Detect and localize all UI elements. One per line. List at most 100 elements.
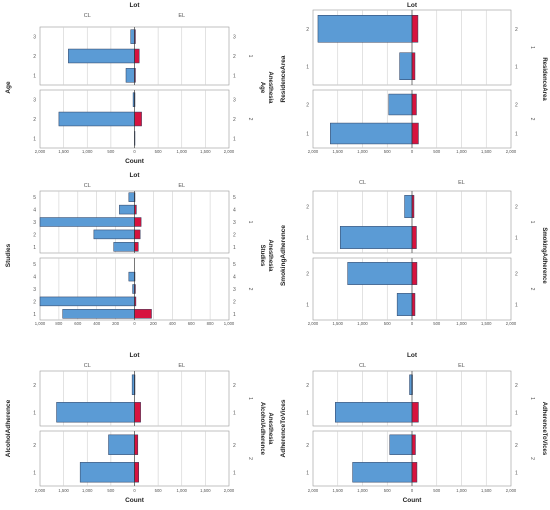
category-tick: 2 — [306, 27, 309, 33]
category-tick: 1 — [306, 470, 309, 476]
category-tick-right: 1 — [233, 312, 236, 318]
chart-title: Lot — [407, 352, 418, 359]
x-tick-label: 2,000 — [224, 488, 235, 493]
x-tick-label: 600 — [74, 321, 82, 326]
category-tick: 5 — [33, 195, 36, 201]
x-tick-label: 0 — [133, 321, 136, 326]
bar-cl-1-4 — [119, 204, 135, 215]
facet-value: 1 — [247, 397, 253, 400]
chart-title: Lot — [407, 2, 418, 9]
category-tick-right: 1 — [233, 470, 236, 476]
category-tick-right: 1 — [515, 303, 518, 309]
bar-el-2-1 — [134, 309, 152, 319]
bar-el-2-1 — [411, 122, 419, 145]
bar-el-1-1 — [411, 226, 417, 249]
x-tick-label: 1,000 — [224, 321, 235, 326]
bar-el-1-1 — [134, 242, 139, 252]
category-tick-right: 3 — [233, 287, 236, 293]
x-tick-label: 500 — [155, 488, 163, 493]
facet-label: Anesthesia — [267, 239, 273, 272]
category-tick: 2 — [33, 299, 36, 305]
x-tick-label: 0 — [411, 488, 414, 493]
x-tick-label: 1,500 — [200, 488, 211, 493]
lot-label: CL — [359, 180, 366, 186]
lot-label: EL — [178, 363, 185, 369]
category-tick-right: 2 — [233, 117, 236, 123]
bar-cl-1-2 — [409, 374, 413, 395]
category-tick-right: 2 — [515, 443, 518, 449]
category-tick: 3 — [33, 287, 36, 293]
category-tick: 2 — [33, 54, 36, 60]
lot-label: EL — [178, 183, 185, 189]
lot-label: CL — [84, 363, 91, 369]
category-tick: 1 — [33, 245, 36, 251]
category-tick: 4 — [33, 275, 36, 281]
x-tick-label: 1,000 — [456, 488, 467, 493]
bar-el-1-2 — [411, 15, 419, 43]
x-tick-label: 1,500 — [58, 149, 69, 154]
bar-cl-2-1 — [396, 293, 413, 316]
x-axis-label: Count — [125, 497, 145, 504]
x-tick-label: 2,000 — [506, 488, 517, 493]
x-tick-label: 1,000 — [177, 488, 188, 493]
category-tick-right: 4 — [233, 275, 236, 281]
category-tick: 1 — [306, 410, 309, 416]
chart-title: Lot — [129, 172, 140, 179]
category-tick: 1 — [33, 410, 36, 416]
bar-cl-1-2 — [131, 374, 135, 395]
bar-cl-2-2 — [389, 434, 413, 455]
x-tick-label: 1,500 — [58, 488, 69, 493]
x-tick-label: 2,000 — [506, 149, 517, 154]
bar-cl-2-1 — [79, 462, 135, 483]
category-tick-right: 3 — [233, 220, 236, 226]
lot-label: EL — [178, 13, 185, 19]
x-tick-label: 400 — [93, 321, 101, 326]
x-tick-label: 2,000 — [224, 149, 235, 154]
bar-cl-2-2 — [347, 262, 413, 285]
chart-title: Lot — [129, 2, 140, 9]
category-tick-right: 1 — [233, 245, 236, 251]
facet-panel-1: 1 1 1 2 2 3 3 — [33, 26, 253, 86]
x-tick-label: 200 — [150, 321, 158, 326]
category-tick-right: 1 — [515, 132, 518, 138]
y-axis-label-right: Studies — [259, 245, 265, 267]
facet-panel-1: 1 1 1 2 2 — [306, 9, 535, 86]
bar-cl-1-1 — [125, 68, 135, 83]
bar-cl-1-2 — [404, 195, 413, 218]
bar-cl-1-2 — [93, 229, 135, 240]
bar-cl-1-1 — [113, 242, 135, 252]
chart-1: LotCLELResidenceAreaResidenceAreaAnesthe… — [280, 2, 550, 154]
y-axis-label: Age — [5, 81, 12, 94]
x-tick-label: 1,500 — [481, 488, 492, 493]
category-tick: 5 — [33, 262, 36, 268]
x-tick-label: 500 — [384, 321, 392, 326]
x-tick-label: 1,000 — [357, 488, 368, 493]
chart-3: CLELSmokingAdherenceSmokingAdherenceAnes… — [280, 180, 550, 326]
facet-panel-2: 2 1 1 2 2 3 3 4 4 5 5 — [33, 257, 253, 321]
x-tick-label: 500 — [107, 488, 115, 493]
bar-el-2-2 — [134, 434, 139, 455]
x-tick-label: 2,000 — [35, 488, 46, 493]
x-tick-label: 0 — [411, 321, 414, 326]
bar-el-1-1 — [411, 52, 416, 80]
facet-value: 2 — [529, 288, 535, 291]
x-tick-label: 1,500 — [200, 149, 211, 154]
x-tick-label: 0 — [133, 488, 136, 493]
lot-label: EL — [458, 180, 465, 186]
category-tick: 1 — [33, 73, 36, 79]
category-tick: 1 — [306, 236, 309, 242]
category-tick: 2 — [306, 103, 309, 109]
facet-panel-2: 2 1 1 2 2 — [33, 430, 253, 487]
chart-5: LotCLELAdherenceToVicesAdherenceToVicesA… — [280, 352, 550, 504]
y-axis-label-right: AdherenceToVices — [541, 402, 547, 456]
x-tick-label: 500 — [384, 149, 392, 154]
category-tick: 2 — [306, 443, 309, 449]
category-tick: 1 — [33, 136, 36, 142]
category-tick-right: 2 — [233, 443, 236, 449]
facet-value: 1 — [529, 46, 535, 49]
facet-panel-1: 1 1 1 2 2 — [306, 190, 535, 254]
x-tick-label: 800 — [55, 321, 63, 326]
x-tick-label: 1,500 — [333, 488, 344, 493]
category-tick: 3 — [33, 98, 36, 104]
